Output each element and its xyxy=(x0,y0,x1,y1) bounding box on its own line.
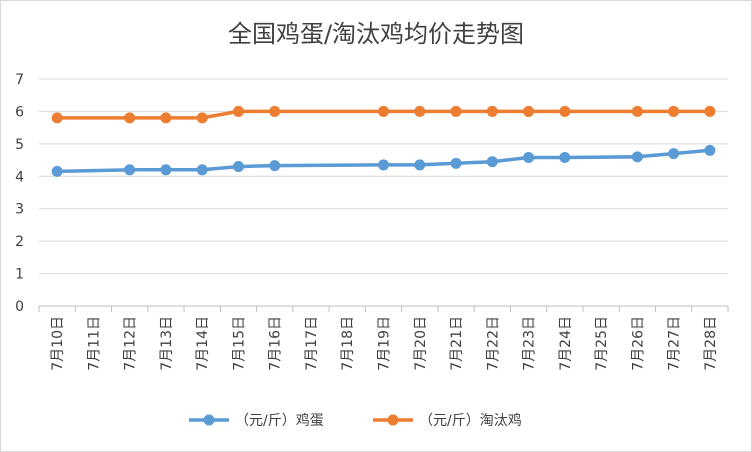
x-tick-label: 7月13日 xyxy=(159,316,175,371)
x-tick-label: 7月22日 xyxy=(485,316,501,371)
data-point xyxy=(704,144,716,156)
series-group xyxy=(51,105,716,177)
legend-label-1: （元/斤）淘汰鸡 xyxy=(419,412,522,429)
y-tick-label: 4 xyxy=(15,169,24,185)
x-tick-label: 7月28日 xyxy=(703,316,719,371)
data-point xyxy=(450,157,462,169)
x-tick-label: 7月18日 xyxy=(340,316,356,371)
data-point xyxy=(378,105,389,117)
x-axis: 7月10日 7月11日 7月12日 7月13日 7月14日 7月15日 7月16日 7月17日… xyxy=(38,305,729,371)
y-tick-label: 3 xyxy=(15,202,24,218)
y-tick-label: 5 xyxy=(15,137,24,153)
x-tick-label: 7月15日 xyxy=(231,316,247,371)
legend-label-0: （元/斤）鸡蛋 xyxy=(235,412,324,429)
data-point xyxy=(269,160,281,172)
y-axis-ticks: 0 1 2 3 4 5 6 7 xyxy=(15,72,24,315)
x-tick-label: 7月14日 xyxy=(195,316,211,371)
data-point xyxy=(51,165,63,177)
x-tick-label: 7月21日 xyxy=(449,316,465,371)
x-tick-label: 7月24日 xyxy=(558,316,574,371)
data-point xyxy=(196,164,208,176)
data-point xyxy=(414,159,426,171)
data-point xyxy=(232,105,244,117)
y-tick-label: 0 xyxy=(15,299,24,315)
x-tick-label: 7月26日 xyxy=(630,316,646,371)
x-tick-label: 7月20日 xyxy=(413,316,429,371)
x-tick-label: 7月25日 xyxy=(594,316,610,371)
data-point xyxy=(559,151,571,163)
data-point xyxy=(269,105,281,117)
data-point xyxy=(160,112,172,124)
data-point xyxy=(414,105,426,117)
data-point xyxy=(668,105,680,117)
legend: （元/斤）鸡蛋 （元/斤）淘汰鸡 xyxy=(189,412,522,429)
data-point xyxy=(523,105,535,117)
data-point xyxy=(523,151,535,163)
y-tick-label: 6 xyxy=(15,104,24,120)
data-point xyxy=(196,112,208,124)
data-point xyxy=(124,112,136,124)
x-tick-label: 7月11日 xyxy=(86,316,102,371)
data-point xyxy=(704,105,716,117)
data-point xyxy=(232,161,244,173)
y-tick-label: 1 xyxy=(15,267,24,283)
legend-marker-1 xyxy=(387,414,399,426)
legend-marker-0 xyxy=(203,414,215,426)
x-tick-label: 7月16日 xyxy=(268,316,284,371)
x-tick-label: 7月27日 xyxy=(667,316,683,371)
x-tick-label: 7月10日 xyxy=(50,316,66,371)
data-point xyxy=(486,105,498,117)
y-tick-label: 7 xyxy=(15,72,24,88)
data-point xyxy=(486,156,498,168)
data-point xyxy=(631,105,643,117)
x-tick-label: 7月23日 xyxy=(522,316,538,371)
data-point xyxy=(124,164,136,176)
y-tick-label: 2 xyxy=(15,234,24,250)
data-point xyxy=(51,112,63,124)
data-point xyxy=(450,105,462,117)
data-point xyxy=(160,164,172,176)
data-point xyxy=(559,105,571,117)
data-point xyxy=(668,148,680,160)
x-tick-label: 7月12日 xyxy=(123,316,139,371)
data-point xyxy=(631,151,643,163)
x-tick-label: 7月19日 xyxy=(377,316,393,371)
chart-title: 全国鸡蛋/淘汰鸡均价走势图 xyxy=(227,20,525,48)
x-tick-label: 7月17日 xyxy=(304,316,320,371)
data-point xyxy=(378,159,389,171)
